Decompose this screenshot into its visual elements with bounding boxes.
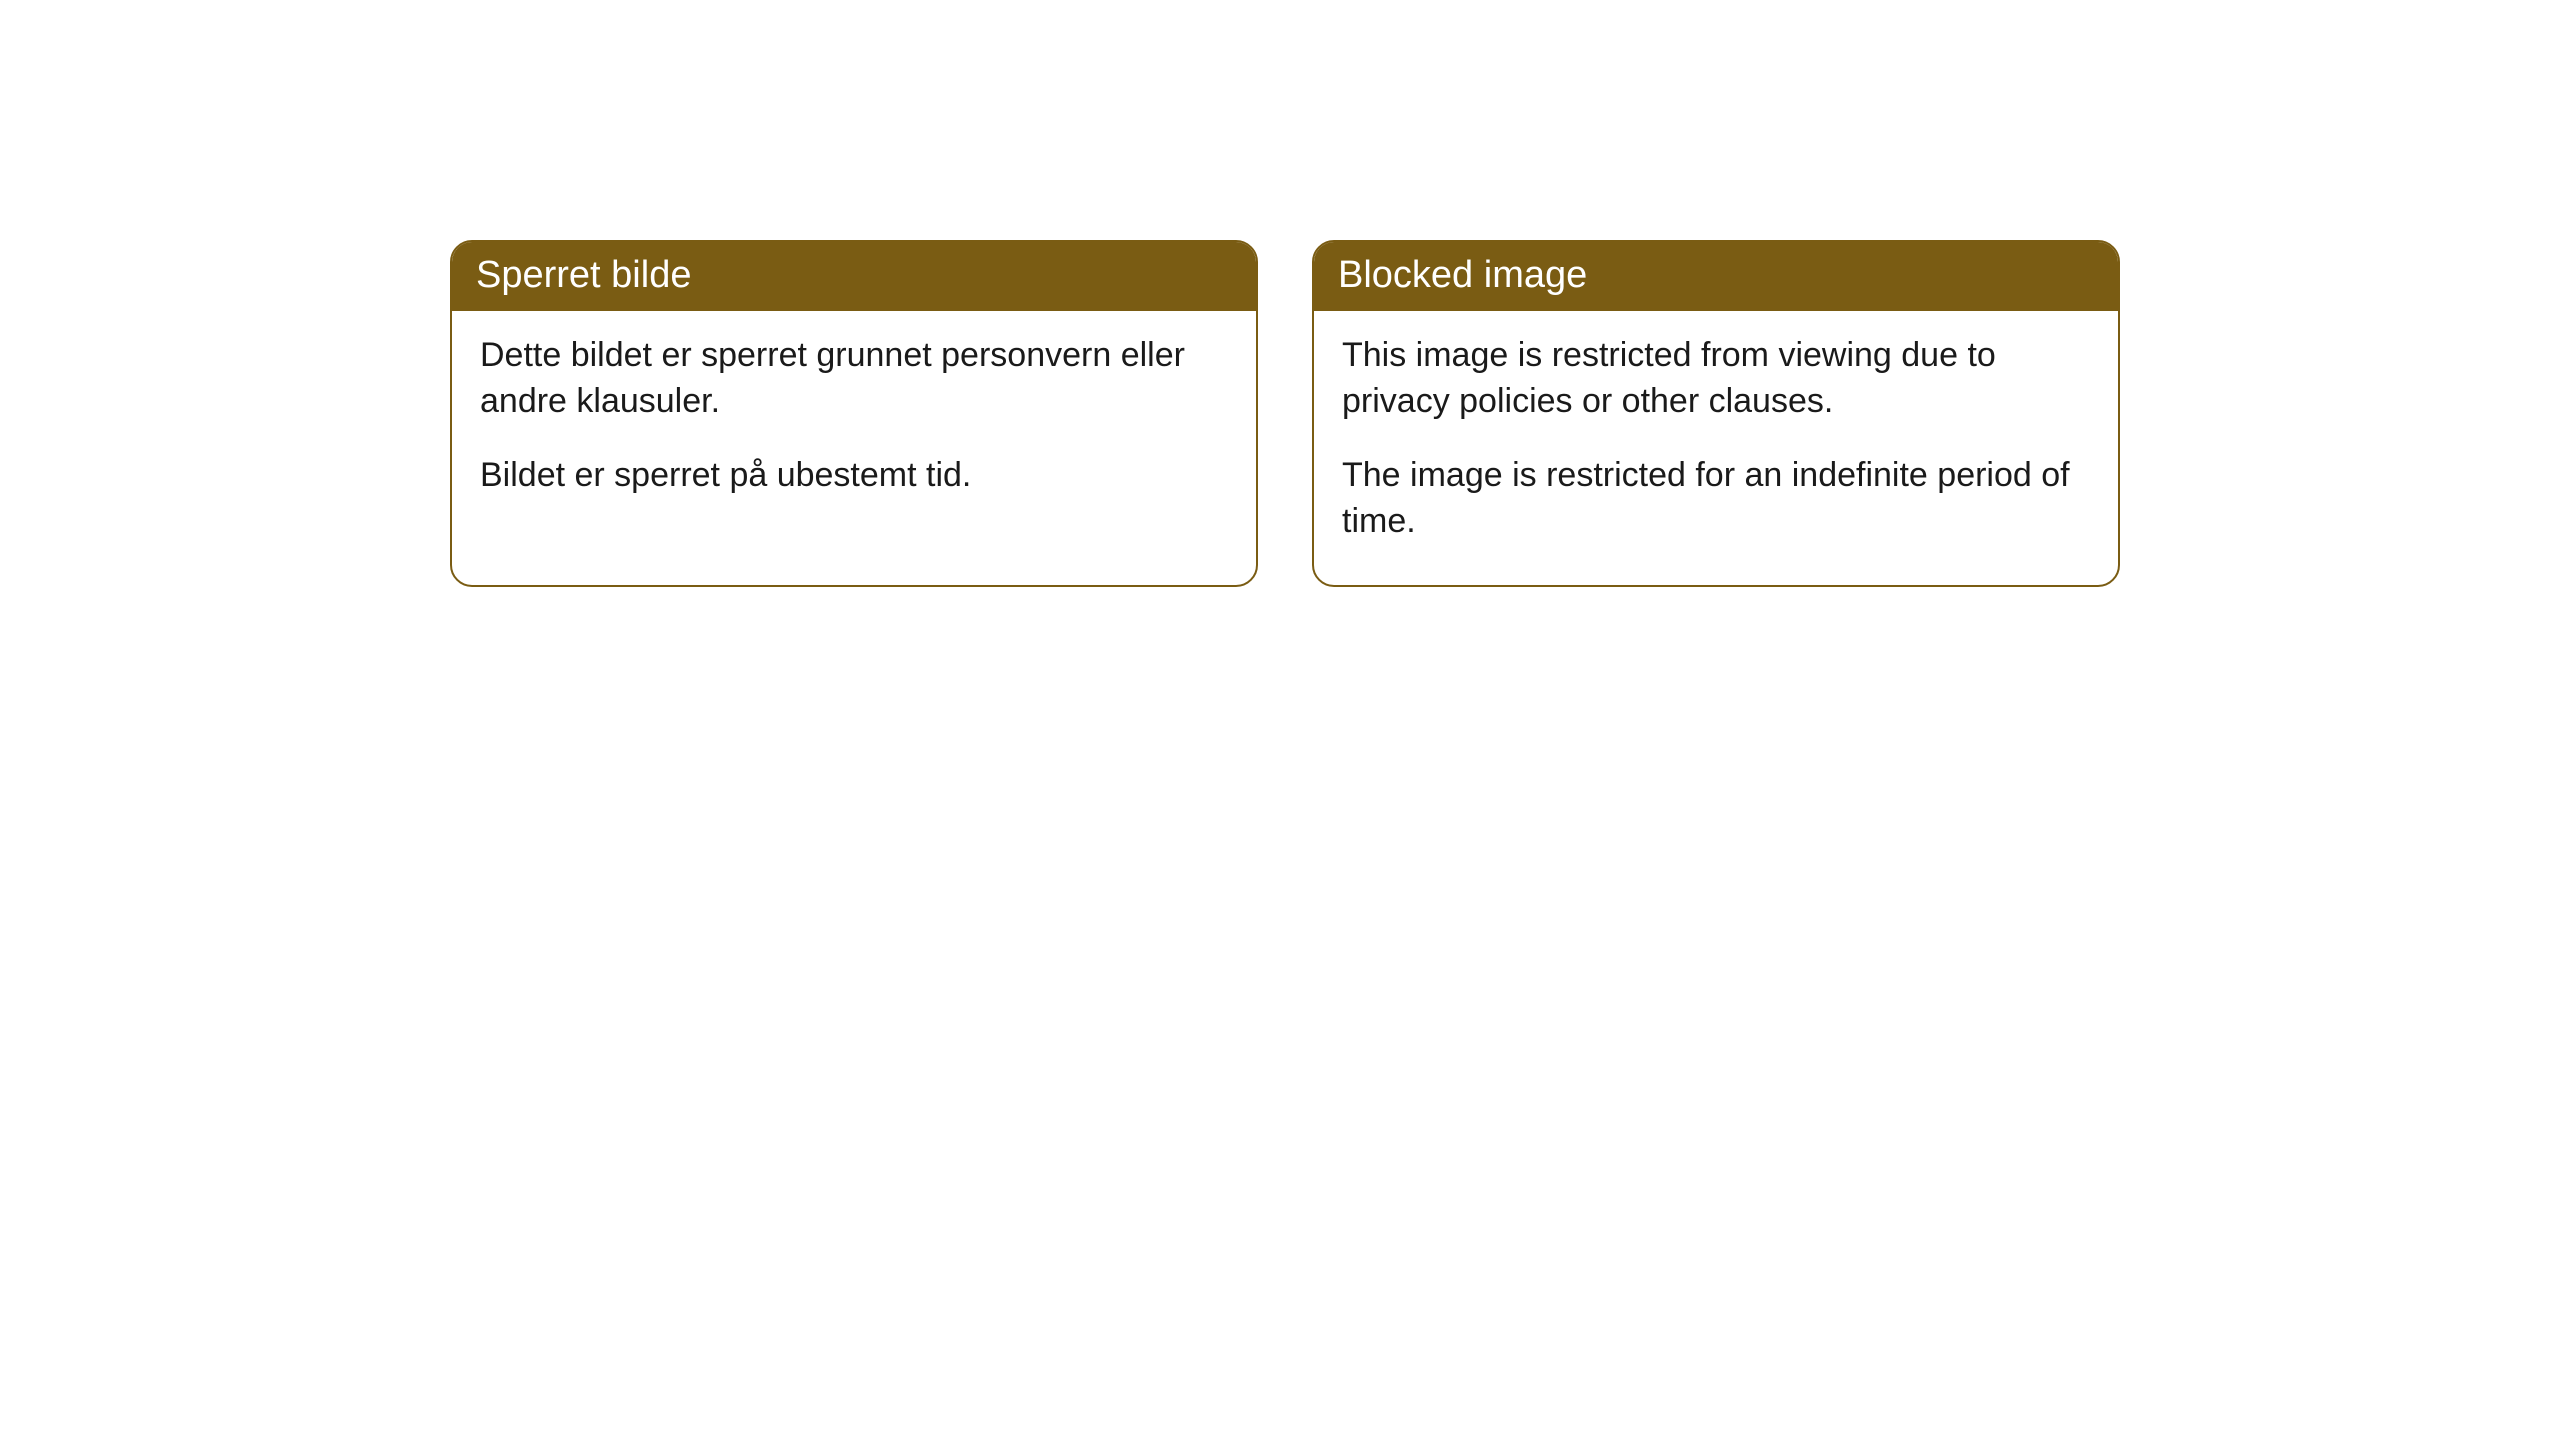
- card-paragraph: Bildet er sperret på ubestemt tid.: [480, 453, 1228, 499]
- card-norwegian: Sperret bilde Dette bildet er sperret gr…: [450, 240, 1258, 587]
- card-english: Blocked image This image is restricted f…: [1312, 240, 2120, 587]
- card-title-norwegian: Sperret bilde: [476, 254, 691, 296]
- card-body-norwegian: Dette bildet er sperret grunnet personve…: [452, 311, 1256, 539]
- card-paragraph: This image is restricted from viewing du…: [1342, 333, 2090, 425]
- card-paragraph: The image is restricted for an indefinit…: [1342, 453, 2090, 545]
- card-title-english: Blocked image: [1338, 254, 1587, 296]
- cards-container: Sperret bilde Dette bildet er sperret gr…: [450, 240, 2120, 587]
- card-header-english: Blocked image: [1314, 242, 2118, 311]
- card-body-english: This image is restricted from viewing du…: [1314, 311, 2118, 585]
- card-paragraph: Dette bildet er sperret grunnet personve…: [480, 333, 1228, 425]
- card-header-norwegian: Sperret bilde: [452, 242, 1256, 311]
